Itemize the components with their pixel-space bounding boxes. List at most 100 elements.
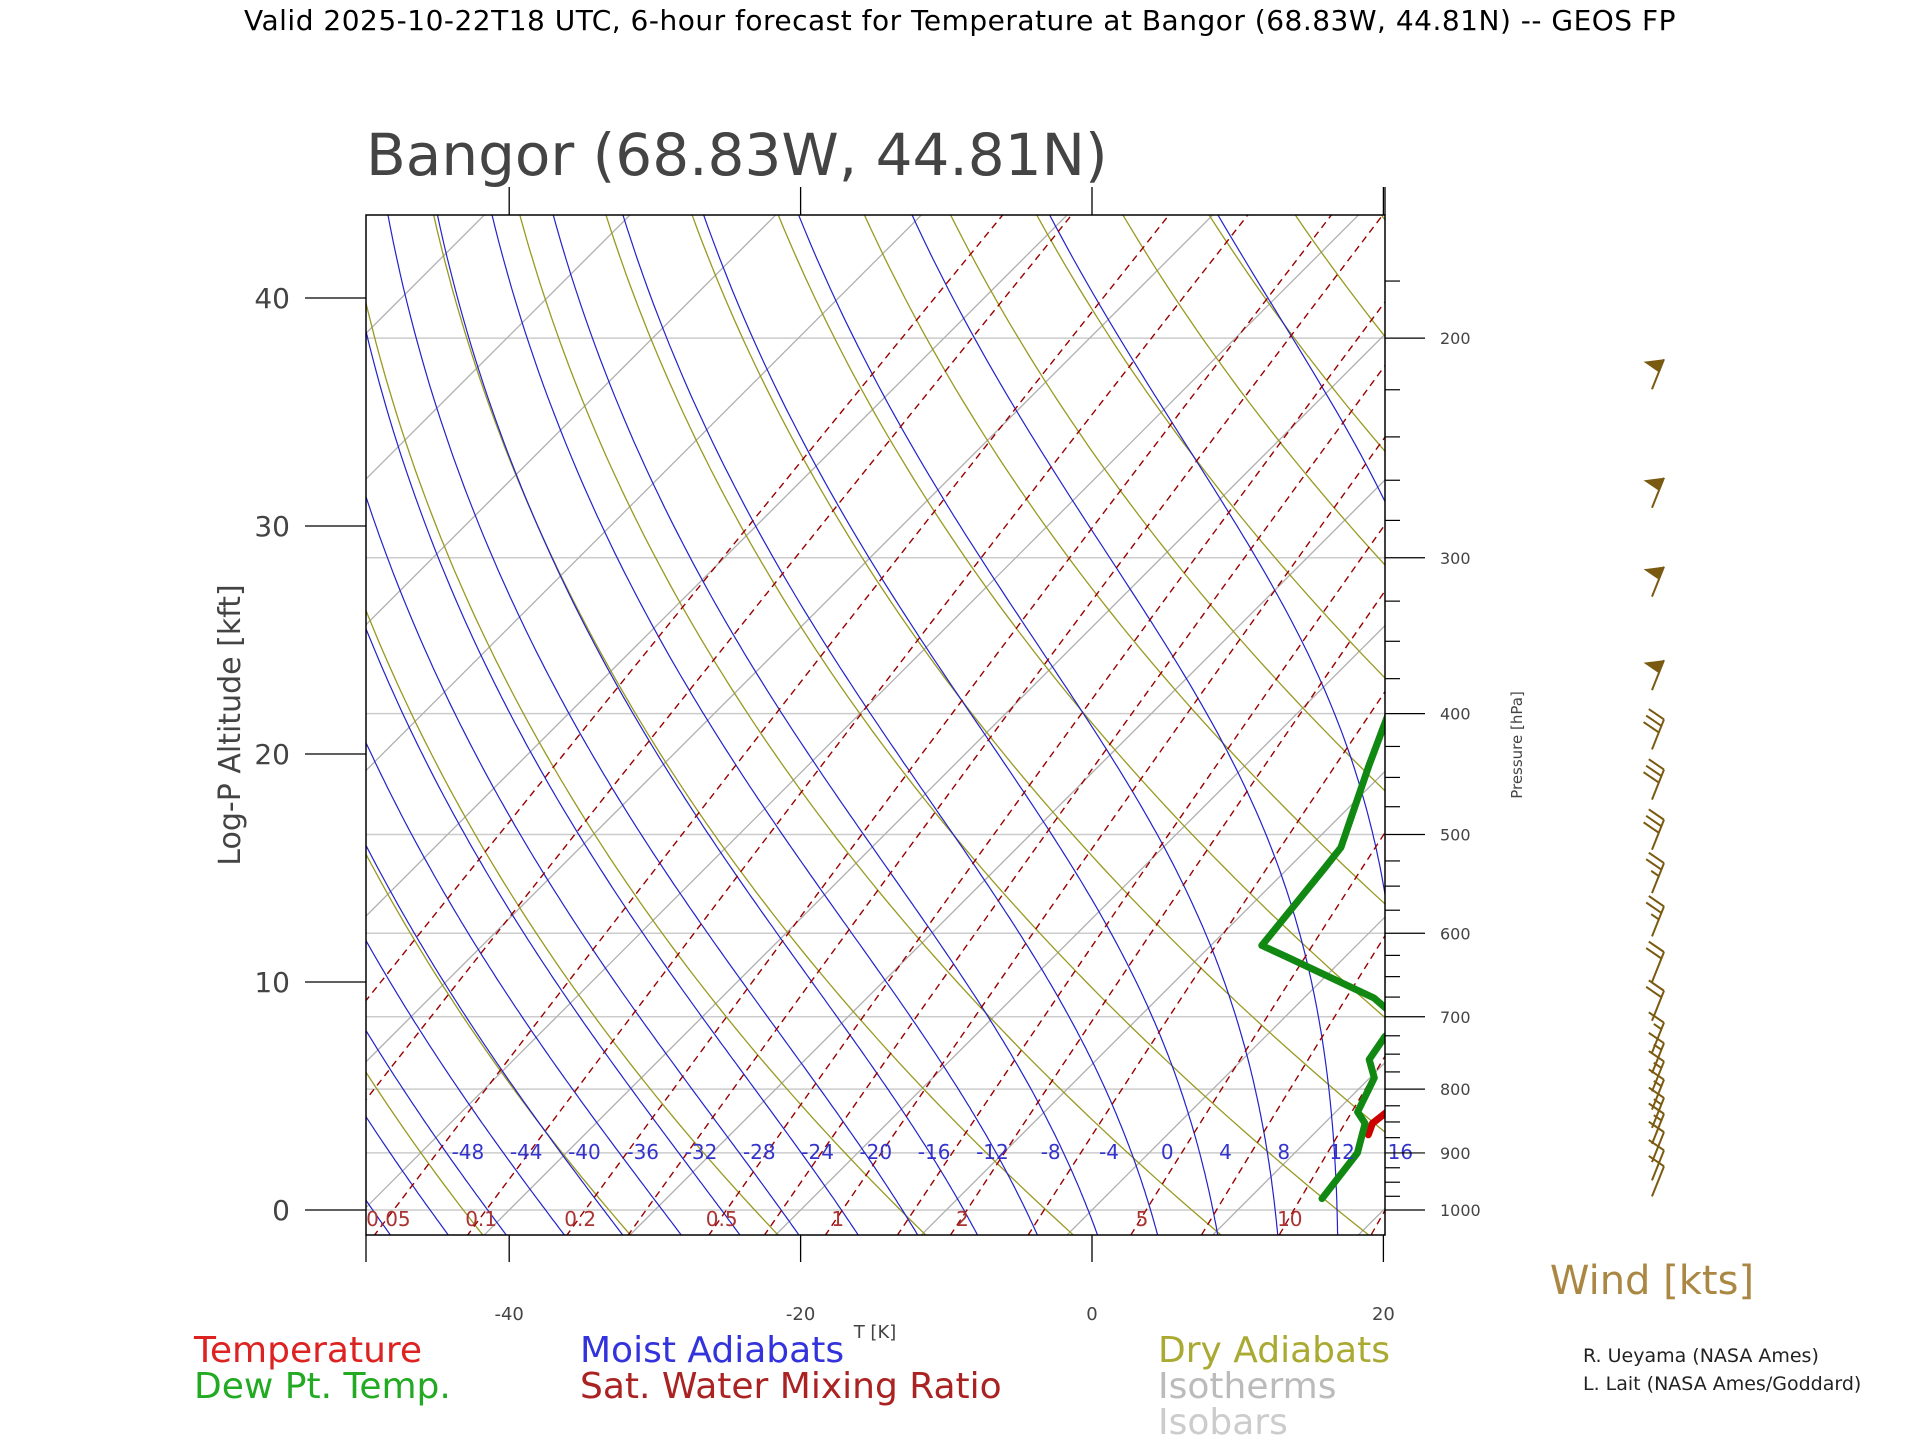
wind-label: Wind [kts] [1550, 1258, 1754, 1304]
y-tick-label: 0 [272, 1194, 290, 1227]
dry-adiabat-line [605, 215, 1370, 1235]
isotherm-line [1484, 184, 1920, 1256]
wind-barb-feather [1645, 901, 1662, 914]
moist-adiabat-label: -12 [976, 1140, 1009, 1164]
moist-adiabat-line [1407, 192, 1571, 1255]
dry-adiabat-line [366, 300, 927, 1235]
moist-adiabat-label: 4 [1219, 1140, 1232, 1164]
y-axis-label: Log-P Altitude [kft] [213, 584, 248, 865]
axes: -48 -44 -40 -36 -32 -28 -24 -20 -16 -12 -8 -4 0 4 8 12 1… [213, 187, 1526, 1343]
wind-barb-feather [1645, 986, 1662, 999]
wind-barb-staff [1651, 990, 1665, 1022]
legend-item: Moist Adiabats [580, 1330, 844, 1371]
wind-barb [1643, 758, 1665, 800]
moist-adiabat-label: 16 [1388, 1140, 1413, 1164]
isotherm-line [1066, 916, 1385, 1235]
mixing-ratio-line [373, 215, 1170, 1235]
legend-item: Isotherms [1158, 1366, 1336, 1407]
moist-adiabat-line [366, 494, 800, 1235]
isotherm-line [366, 215, 1360, 1209]
moist-adiabat-line [911, 215, 1339, 1235]
dry-adiabat-line [1783, 184, 1920, 1256]
legend-item: Sat. Water Mixing Ratio [580, 1366, 1002, 1407]
wind-barb-flag [1643, 566, 1664, 580]
y-tick-label: 10 [254, 966, 290, 999]
pressure-axis-label: Pressure [hPa] [1508, 691, 1526, 799]
wind-barb [1643, 358, 1665, 390]
moist-adiabat-line [366, 1115, 450, 1235]
wind-barb-feather [1648, 758, 1665, 771]
data-lines [1258, 712, 1385, 1203]
wind-barb-flag [1643, 660, 1664, 674]
pressure-tick-label: 200 [1440, 329, 1471, 348]
wind-barb [1648, 1011, 1665, 1054]
isotherm-line [1357, 1207, 1385, 1235]
wind-barb-staff [1651, 1113, 1665, 1145]
wind-barb-staff [1651, 1079, 1665, 1111]
wind-barb-feather [1648, 808, 1665, 821]
wind-barb [1643, 659, 1665, 691]
wind-barb-half [1653, 1023, 1662, 1031]
dry-adiabat-line [366, 852, 632, 1235]
legend-item: Dew Pt. Temp. [194, 1366, 451, 1407]
moist-adiabat-label: -36 [626, 1140, 659, 1164]
wind-barb [1648, 1155, 1665, 1197]
moist-adiabat-label: 12 [1329, 1140, 1354, 1164]
mixing-ratio-line [466, 215, 1249, 1235]
dry-adiabat-line [1868, 184, 1920, 1256]
wind-barb-feather [1645, 764, 1662, 777]
moist-adiabat-line [797, 215, 1279, 1235]
wind-barb-staff [1651, 769, 1665, 800]
mixing-ratio-line [627, 215, 1384, 1235]
moist-adiabat-label: -4 [1099, 1140, 1119, 1164]
wind-barb-feather [1648, 1031, 1665, 1045]
isotherm-line [628, 478, 1385, 1235]
wind-barb-feather [1648, 1086, 1665, 1099]
wind-barb-half [1650, 913, 1660, 921]
moist-adiabat-line [366, 627, 741, 1235]
wind-barb [1643, 708, 1665, 750]
wind-barb-feather [1648, 979, 1665, 992]
wind-barb-feather [1643, 721, 1660, 734]
wind-barb-staff [1651, 1149, 1665, 1181]
isotherm-line [366, 215, 923, 772]
pressure-tick-label: 1000 [1440, 1201, 1481, 1220]
pressure-tick-label: 900 [1440, 1144, 1471, 1163]
isotherm-line [366, 215, 486, 335]
moist-adiabat-line [366, 741, 682, 1235]
wind-barb-feather [1643, 821, 1660, 834]
mixing-ratio-line [708, 300, 1385, 1235]
wind-barb-staff [1651, 1165, 1665, 1197]
background-lines [27, 184, 1920, 1256]
isotherm-line [366, 215, 1069, 918]
x-tick-label: -40 [494, 1304, 523, 1325]
wind-barb-feather [1648, 1102, 1665, 1115]
dry-adiabat-line [949, 215, 1385, 792]
dry-adiabat-line [1529, 184, 1920, 1256]
wind-barb-feather [1645, 714, 1662, 727]
mixing-ratio-label: 10 [1277, 1207, 1302, 1231]
isotherm-line [1629, 184, 1920, 1256]
moist-adiabat-line [27, 486, 347, 1256]
dry-adiabat-line [863, 215, 1385, 905]
moist-adiabat-line [366, 844, 624, 1235]
wind-barb-staff [1651, 1061, 1665, 1092]
legend-item: Temperature [193, 1330, 422, 1371]
isotherm-line [774, 624, 1385, 1235]
dry-adiabat-line [519, 215, 1223, 1235]
wind-barb [1648, 1120, 1665, 1163]
mixing-ratio-line [1027, 690, 1385, 1235]
pressure-tick-label: 500 [1440, 826, 1471, 845]
wind-barb-feather [1648, 1120, 1665, 1133]
wind-barb-feather [1643, 771, 1660, 784]
mixing-ratio-line [566, 215, 1333, 1235]
moist-adiabat-label: -48 [452, 1140, 485, 1164]
moist-adiabat-line [366, 328, 859, 1235]
x-axis-label: T [K] [853, 1322, 897, 1343]
moist-adiabat-label: -16 [918, 1140, 951, 1164]
mixing-ratio-label: 0.05 [366, 1207, 411, 1231]
wind-barb [1643, 566, 1665, 598]
mixing-ratio-label: 5 [1136, 1207, 1149, 1231]
moist-adiabat-line [491, 215, 1039, 1235]
